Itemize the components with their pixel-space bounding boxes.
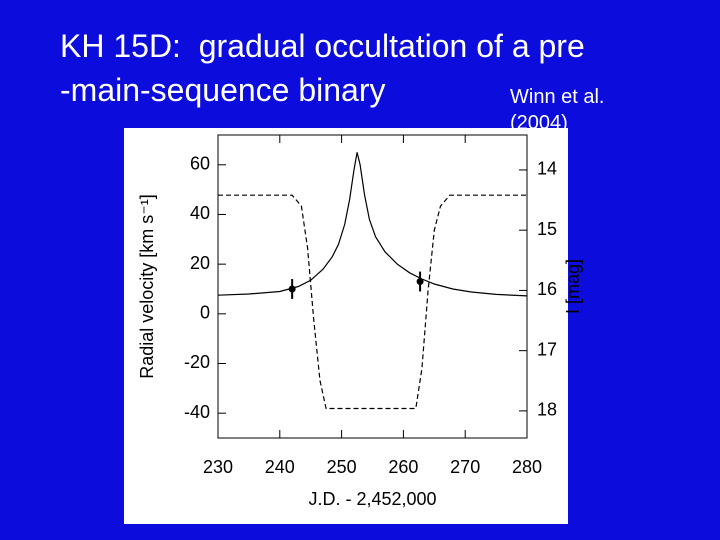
y2-tick-label: 15 [537,219,557,239]
x-tick-label: 250 [327,457,357,477]
x-tick-label: 260 [388,457,418,477]
x-tick-label: 230 [203,457,233,477]
data-point [416,278,424,286]
magnitude-line [218,194,527,410]
y-tick-label: 0 [200,303,210,323]
y-tick-label: 20 [190,253,210,273]
y2-axis-label: I [mag] [563,259,583,314]
y2-tick-label: 17 [537,339,557,359]
plot-frame [217,134,528,439]
x-tick-label: 240 [265,457,295,477]
chart-panel [124,128,568,524]
y-tick-label: -40 [184,402,210,422]
slide-title: KH 15D: gradual occultation of a pre [60,28,585,64]
x-tick-label: 270 [450,457,480,477]
y-tick-label: 40 [190,203,210,223]
citation: Winn et al. [510,86,605,108]
y-tick-label: -20 [184,352,210,372]
slide-title: -main-sequence binary [60,72,386,108]
data-point [288,285,296,293]
y2-tick-label: 14 [537,159,557,179]
y2-tick-label: 16 [537,279,557,299]
x-tick-label: 280 [512,457,542,477]
x-axis-label: J.D. - 2,452,000 [308,489,436,509]
y2-tick-label: 18 [537,400,557,420]
y-axis-label: Radial velocity [km s⁻¹] [137,194,157,379]
y-tick-label: 60 [190,154,210,174]
